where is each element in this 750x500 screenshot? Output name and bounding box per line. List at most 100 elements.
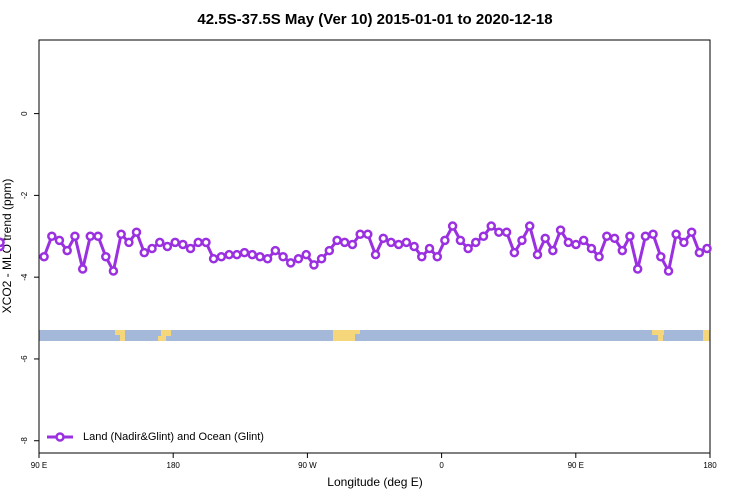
point (47, 231, 57, 242)
x-tick-label: 180 (703, 461, 717, 470)
land-patch (161, 330, 171, 336)
point (339, 237, 350, 248)
point (39, 251, 49, 262)
ocean-band (39, 330, 710, 341)
point (270, 245, 281, 256)
point (178, 239, 188, 250)
x-tick-label: 90 E (568, 461, 584, 470)
point (470, 237, 481, 248)
x-tick-label: 90 W (298, 461, 317, 470)
point (332, 235, 342, 246)
point (247, 249, 257, 260)
land-patch (703, 330, 710, 341)
point (509, 247, 520, 258)
point (355, 229, 365, 239)
point (378, 233, 389, 244)
point (578, 235, 589, 246)
plot-frame (38, 39, 711, 454)
point (625, 231, 635, 242)
point (262, 254, 273, 264)
point (162, 241, 173, 252)
point (494, 227, 504, 237)
point (663, 266, 674, 276)
point (147, 243, 157, 254)
point (586, 243, 597, 254)
point (517, 235, 527, 246)
point (424, 243, 435, 254)
point (285, 258, 296, 268)
point (417, 251, 427, 262)
land-ocean-strip (39, 330, 710, 341)
x-tick-label: 180 (167, 461, 181, 470)
y-axis-label: XCO2 - MLO trend (ppm) (0, 179, 14, 314)
point (486, 221, 497, 231)
point (393, 239, 404, 250)
point (671, 229, 681, 239)
point (702, 243, 712, 254)
point (632, 264, 643, 274)
point (131, 227, 142, 237)
point (170, 237, 180, 248)
point (216, 251, 227, 262)
point (455, 235, 466, 246)
point (201, 237, 211, 248)
point (594, 251, 604, 262)
point (656, 251, 666, 262)
x-tick-label: 0 (439, 461, 444, 470)
legend-marker (55, 432, 65, 442)
point (85, 231, 96, 242)
point (609, 233, 620, 244)
point (0, 237, 5, 248)
point (640, 231, 651, 242)
point (648, 229, 658, 239)
point (324, 245, 335, 256)
point (602, 231, 612, 242)
x-tick-label: 90 E (31, 461, 47, 470)
land-patch (652, 330, 664, 335)
point (363, 229, 373, 239)
y-tick-label: -4 (20, 273, 29, 281)
point (77, 264, 88, 274)
point (93, 231, 103, 242)
point (139, 247, 150, 258)
point (548, 245, 558, 256)
point (617, 245, 628, 256)
point (54, 235, 65, 246)
point (293, 254, 304, 264)
chart-title: 42.5S-37.5S May (Ver 10) 2015-01-01 to 2… (197, 11, 552, 28)
point (193, 237, 204, 248)
point (108, 266, 119, 276)
point (571, 239, 581, 250)
y-tick-label: -6 (20, 355, 29, 363)
point (694, 247, 705, 258)
land-patch (355, 330, 360, 334)
y-tick-label: -8 (20, 437, 29, 445)
point (555, 225, 566, 235)
point (301, 249, 311, 260)
point (679, 237, 689, 248)
land-patch (658, 335, 663, 341)
point (208, 254, 219, 264)
land-patch (158, 336, 166, 341)
land-patch (333, 330, 355, 341)
point (563, 237, 574, 248)
land-patch (115, 330, 125, 335)
point (255, 251, 265, 262)
point (101, 251, 111, 262)
land-patch (120, 335, 125, 341)
point (524, 221, 535, 231)
point (278, 251, 288, 262)
point (116, 229, 126, 239)
point (447, 221, 458, 231)
legend-label: Land (Nadir&Glint) and Ocean (Glint) (83, 431, 264, 443)
y-tick-label: -2 (20, 191, 29, 199)
point (309, 260, 319, 270)
point (463, 243, 473, 254)
point (185, 243, 196, 254)
point (440, 235, 450, 246)
point (70, 231, 80, 242)
point (239, 247, 250, 258)
point (540, 233, 550, 244)
point (432, 251, 443, 262)
